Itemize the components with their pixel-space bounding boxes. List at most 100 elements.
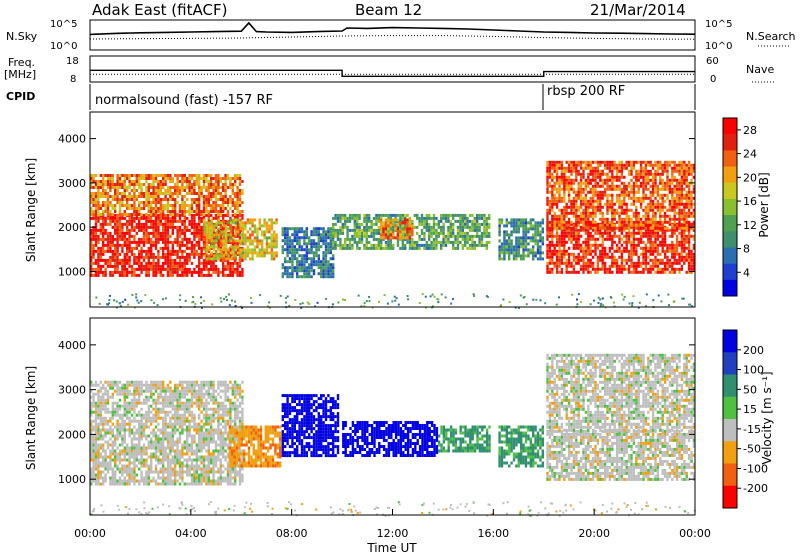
heatmap-cell [193,213,196,217]
heatmap-cell [603,255,607,259]
heatmap-cell [317,257,320,261]
heatmap-cell [300,269,304,273]
heatmap-cell [123,210,126,213]
heatmap-cell [546,249,549,253]
heatmap-cell [183,237,186,241]
heatmap-cell [408,236,412,240]
heatmap-cell [162,204,165,207]
heatmap-cell [157,174,160,177]
heatmap-cell [668,208,672,212]
heatmap-cell [635,190,638,194]
heatmap-cell [567,258,571,262]
heatmap-cell [611,220,614,224]
heatmap-cell [140,225,143,229]
heatmap-cell [428,222,431,226]
heatmap-cell [659,166,662,170]
heatmap-cell [234,248,237,252]
heatmap-cell [687,255,691,259]
heatmap-cell [249,218,252,222]
heatmap-cell [603,190,607,194]
heatmap-cell [432,225,436,229]
heatmap-cell [241,258,244,262]
heatmap-cell [130,225,134,229]
heatmap-cell [558,190,561,194]
heatmap-cell [534,221,537,225]
heatmap-cell [190,198,194,201]
heatmap-cell [214,183,218,186]
heatmap-cell [106,261,110,265]
heatmap-cell [608,160,612,164]
heatmap-cell [599,228,602,232]
heatmap-cell [312,254,316,258]
heatmap-cell [322,269,325,273]
heatmap-cell [613,226,616,230]
heatmap-cell [591,178,595,182]
heatmap-cell [181,177,184,180]
heatmap-cell [520,239,523,243]
heatmap-cell [599,231,602,235]
heatmap-cell [461,219,464,223]
heatmap-cell [147,252,150,256]
heatmap-cell [159,186,162,189]
heatmap-cell [372,216,376,220]
heatmap-cell [118,243,122,247]
heatmap-cell [174,186,177,189]
heatmap-cell [133,261,136,265]
heatmap-cell [215,224,218,228]
heatmap-cell [225,242,228,246]
heatmap-cell [116,228,119,232]
heatmap-cell [225,257,228,261]
heatmap-cell [596,237,600,241]
heatmap-cell [608,175,612,179]
date-title: 21/Mar/2014 [590,1,686,19]
heatmap-cell [135,210,138,213]
heatmap-cell [618,211,621,215]
heatmap-cell [563,231,566,235]
heatmap-cell [613,255,616,259]
heatmap-cell [435,243,438,247]
heatmap-cell [656,228,660,232]
heatmap-cell [582,211,585,215]
heatmap-cell [121,201,124,204]
heatmap-cell [666,166,669,170]
heatmap-cell [109,186,112,189]
heatmap-cell [515,239,518,243]
heatmap-cell [503,257,506,261]
heatmap-cell [193,216,196,220]
heatmap-cell [159,204,162,207]
heatmap-cell [680,160,684,164]
heatmap-cell [663,193,667,197]
heatmap-cell [327,275,330,279]
heatmap-cell [589,199,592,203]
heatmap-cell [601,246,604,250]
heatmap-cell [114,261,117,265]
heatmap-cell [138,210,141,213]
heatmap-cell [668,258,672,262]
heatmap-cell [92,243,95,247]
heatmap-cell [644,181,648,185]
heatmap-cell [315,233,318,237]
heatmap-cell [198,258,201,262]
heatmap-cell [152,213,155,216]
heatmap-cell [444,234,448,238]
heatmap-cell [258,254,261,258]
heatmap-cell [567,211,571,215]
heatmap-cell [625,223,628,227]
heatmap-cell [661,220,664,224]
heatmap-cell [546,234,549,238]
heatmap-cell [138,195,141,198]
heatmap-cell [389,224,392,228]
heatmap-cell [205,257,209,261]
heatmap-cell [582,199,585,203]
heatmap-cell [111,198,114,201]
heatmap-cell [449,213,452,217]
heatmap-cell [217,218,221,222]
heatmap-cell [265,227,269,231]
heatmap-cell [217,227,221,231]
heatmap-cell [603,261,607,265]
heatmap-cell [358,231,361,235]
heatmap-cell [256,236,259,240]
heatmap-cell [647,163,650,167]
heatmap-cell [589,202,592,206]
heatmap-cell [678,211,681,215]
